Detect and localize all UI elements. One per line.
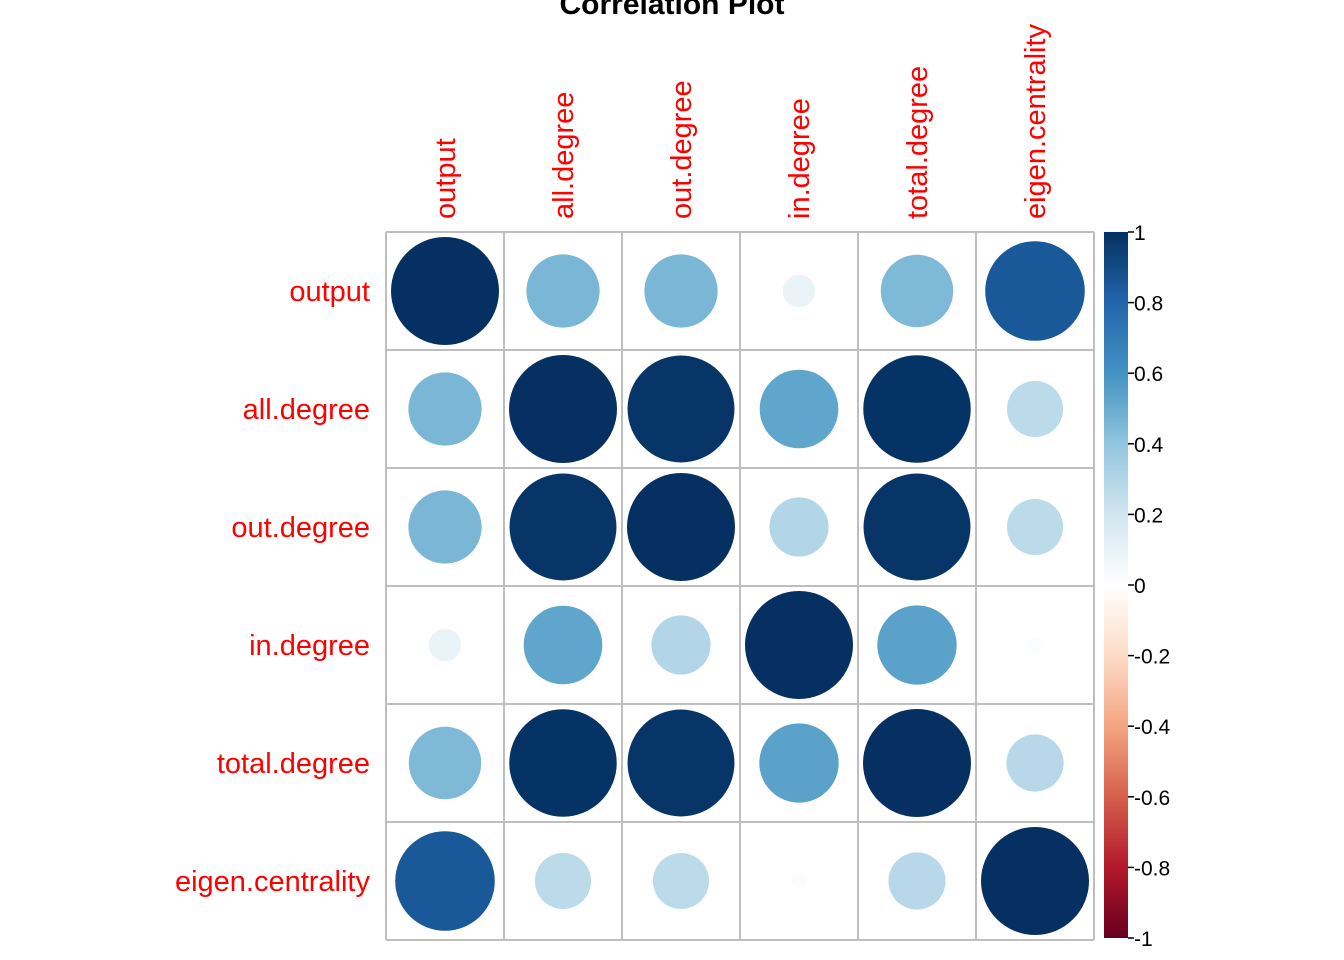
corr-circle-output-in.degree: [782, 274, 816, 308]
column-label-in.degree: in.degree: [784, 98, 816, 219]
corr-circle-out.degree-eigen.centrality: [1006, 498, 1064, 556]
corr-circle-all.degree-in.degree: [759, 369, 839, 449]
color-legend-tick-label: -0.6: [1134, 787, 1170, 810]
corr-circle-all.degree-total.degree: [863, 355, 971, 463]
row-label-in.degree: in.degree: [249, 630, 370, 662]
corr-circle-total.degree-total.degree: [863, 709, 971, 817]
color-legend-tick-label: 0.8: [1134, 293, 1163, 316]
corr-circle-eigen.centrality-total.degree: [888, 852, 946, 910]
row-label-all.degree: all.degree: [243, 394, 370, 426]
row-label-output: output: [289, 276, 370, 308]
column-label-out.degree: out.degree: [666, 80, 698, 219]
row-label-total.degree: total.degree: [217, 748, 370, 780]
color-legend-tick-label: -0.8: [1134, 857, 1170, 880]
corr-circle-out.degree-all.degree: [509, 473, 617, 581]
corr-circle-out.degree-in.degree: [769, 497, 829, 557]
corr-circle-output-output: [391, 237, 499, 345]
corr-circle-output-out.degree: [644, 254, 718, 328]
color-legend-tick-label: 1: [1134, 222, 1146, 245]
corr-circle-in.degree-all.degree: [523, 605, 603, 685]
color-legend: 1 0.8 0.6 0.4 0.2 0 -0.2 -0.4 -0.6 -0.8 -1: [1104, 222, 1171, 951]
corr-circle-out.degree-out.degree: [627, 473, 735, 581]
corr-circle-out.degree-total.degree: [863, 473, 971, 581]
corr-circle-in.degree-total.degree: [877, 605, 957, 685]
column-label-eigen.centrality: eigen.centrality: [1020, 23, 1052, 219]
column-label-total.degree: total.degree: [902, 66, 934, 219]
corr-circle-eigen.centrality-eigen.centrality: [981, 827, 1089, 935]
corr-circle-output-eigen.centrality: [985, 241, 1085, 341]
column-label-all.degree: all.degree: [548, 92, 580, 219]
corr-circle-all.degree-eigen.centrality: [1006, 380, 1064, 438]
color-legend-tick-label: 0.2: [1134, 504, 1163, 527]
color-legend-tick-label: -0.2: [1134, 646, 1170, 669]
corr-circle-all.degree-out.degree: [627, 355, 735, 463]
color-legend-tick-label: 0.4: [1134, 434, 1164, 457]
correlation-cells: [385, 231, 1095, 941]
corr-circle-total.degree-out.degree: [627, 709, 735, 817]
corr-circle-eigen.centrality-out.degree: [652, 852, 710, 910]
corr-circle-eigen.centrality-in.degree: [791, 873, 807, 889]
corr-circle-total.degree-all.degree: [509, 709, 617, 817]
row-label-out.degree: out.degree: [231, 512, 370, 544]
column-label-output: output: [430, 138, 462, 219]
corr-circle-total.degree-output: [408, 726, 482, 800]
corr-circle-all.degree-output: [408, 372, 482, 446]
corr-circle-in.degree-out.degree: [651, 615, 711, 675]
row-labels: output all.degree out.degree in.degree total…: [175, 276, 371, 898]
corr-circle-all.degree-all.degree: [509, 355, 617, 463]
corr-circle-total.degree-in.degree: [759, 723, 839, 803]
corr-circle-eigen.centrality-output: [395, 831, 495, 931]
corr-circle-in.degree-output: [428, 628, 462, 662]
corr-circle-in.degree-in.degree: [745, 591, 853, 699]
corr-circle-output-all.degree: [526, 254, 600, 328]
chart-title: Correlation Plot: [559, 0, 784, 21]
color-legend-tick-label: -1: [1134, 928, 1153, 951]
corr-circle-output-total.degree: [880, 254, 954, 328]
color-legend-tick-label: -0.4: [1134, 716, 1171, 739]
color-legend-tick-label: 0: [1134, 575, 1146, 598]
corr-circle-total.degree-eigen.centrality: [1006, 734, 1064, 792]
color-legend-bar: [1104, 232, 1128, 938]
color-legend-tick-label: 0.6: [1134, 363, 1163, 386]
row-label-eigen.centrality: eigen.centrality: [175, 866, 371, 898]
corr-circle-eigen.centrality-all.degree: [534, 852, 592, 910]
column-labels: output all.degree out.degree in.degree total…: [430, 23, 1052, 219]
corr-circle-out.degree-output: [408, 490, 482, 564]
corr-circle-in.degree-eigen.centrality: [1027, 637, 1043, 653]
